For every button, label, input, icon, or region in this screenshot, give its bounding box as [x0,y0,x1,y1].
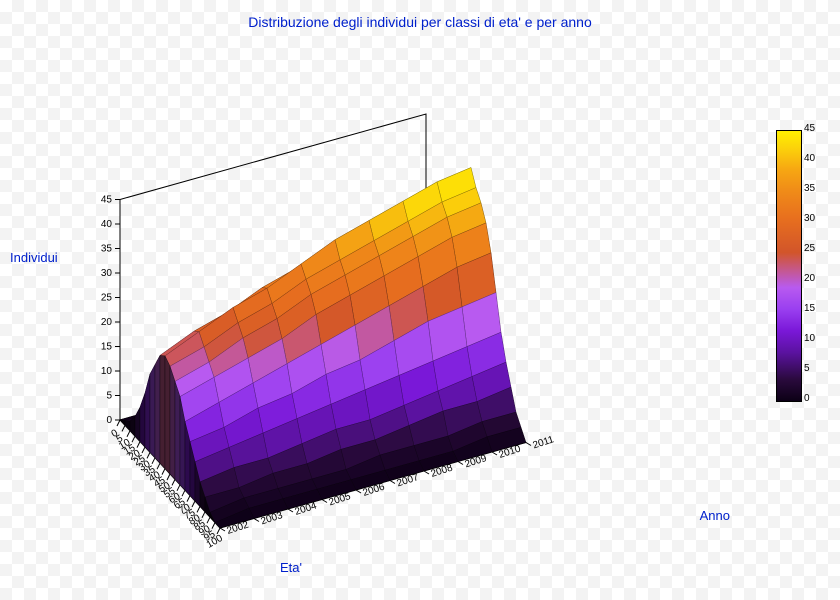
svg-text:45: 45 [101,195,113,206]
svg-text:25: 25 [101,293,113,304]
svg-text:15: 15 [101,342,113,353]
svg-text:2011: 2011 [532,434,556,451]
colorbar [776,130,800,400]
svg-text:30: 30 [101,268,113,279]
svg-text:40: 40 [101,219,113,230]
svg-text:5: 5 [106,391,112,402]
svg-text:0: 0 [106,415,112,426]
svg-text:10: 10 [101,366,113,377]
surface-plot: 0510152025303540450510152025303540455055… [0,0,840,600]
svg-text:35: 35 [101,244,113,255]
svg-text:20: 20 [101,317,113,328]
colorbar-gradient [776,130,802,402]
colorbar-ticks: 051015202530354045 [804,128,832,402]
